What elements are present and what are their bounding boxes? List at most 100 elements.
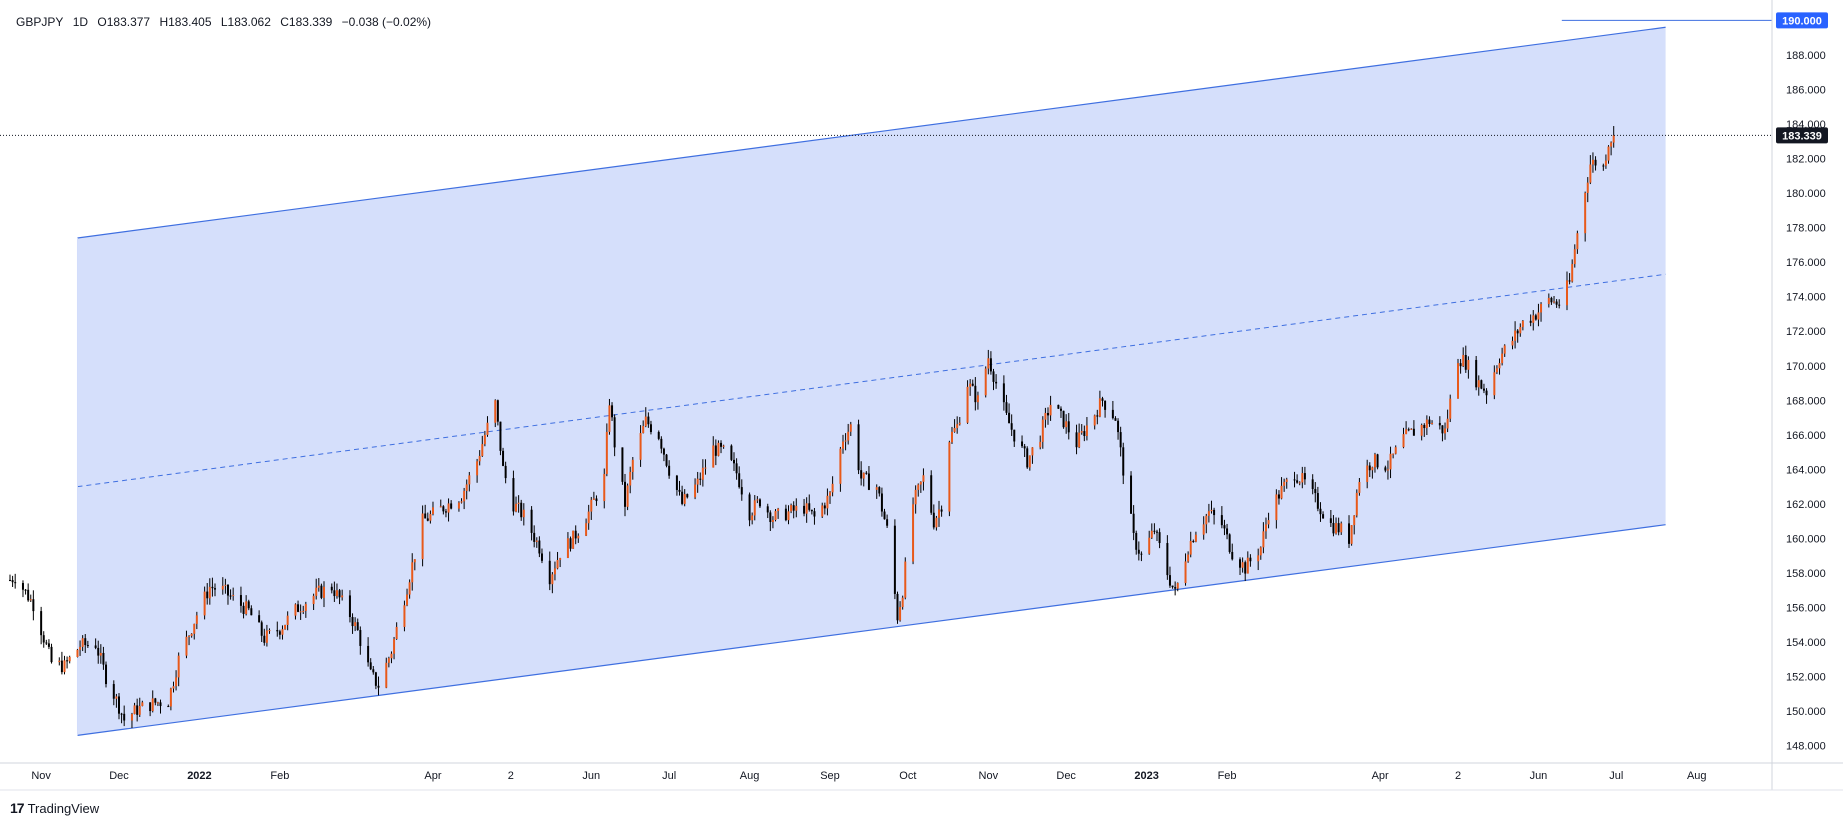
candle [1322, 514, 1325, 519]
candle [1226, 528, 1229, 535]
candle [1213, 509, 1216, 516]
low-value: L183.062 [220, 15, 271, 29]
candle [1612, 135, 1615, 143]
candle [538, 540, 541, 554]
candle [377, 685, 380, 688]
candle [250, 608, 253, 616]
candle [1080, 431, 1083, 433]
candle [717, 442, 720, 456]
candle [483, 434, 486, 445]
candle [1049, 404, 1052, 416]
candle [1174, 587, 1177, 589]
x-tick-label: Aug [740, 770, 760, 782]
candle [1028, 455, 1031, 468]
candle [1511, 340, 1514, 346]
candle [826, 495, 829, 509]
candle [1192, 541, 1195, 543]
close-value: C183.339 [280, 15, 333, 29]
candle [232, 595, 235, 597]
candle [1407, 429, 1410, 431]
candle [823, 505, 826, 509]
candle [969, 383, 972, 387]
candle [1135, 532, 1138, 550]
candle [1410, 428, 1413, 430]
y-tick-label: 160.000 [1786, 533, 1826, 545]
candle [522, 509, 525, 518]
x-tick-label: Jun [1530, 770, 1548, 782]
candle [312, 595, 315, 605]
interval-label[interactable]: 1D [72, 15, 89, 29]
candle [1594, 159, 1597, 166]
candle [1205, 515, 1208, 525]
candle [720, 442, 723, 447]
candle [790, 505, 793, 512]
candle [411, 562, 414, 583]
candle [1267, 520, 1270, 525]
candle [486, 422, 489, 435]
channel-upper-line [77, 26, 1666, 239]
candle [694, 484, 697, 498]
y-tick-label: 180.000 [1786, 188, 1826, 200]
candle [904, 561, 907, 598]
candle [1293, 479, 1296, 481]
candle [769, 512, 772, 523]
candle [605, 431, 608, 475]
candle [369, 662, 372, 670]
candle [901, 597, 904, 608]
candle [190, 633, 193, 636]
candle [1355, 492, 1358, 516]
candle [1477, 380, 1480, 388]
candle [354, 622, 357, 627]
candle [281, 629, 284, 635]
candle [1547, 297, 1550, 305]
candle [1584, 192, 1587, 234]
candle [1085, 425, 1088, 437]
symbol-name[interactable]: GBPJPY [16, 15, 64, 29]
candle [585, 523, 588, 536]
parallel-channel [76, 26, 1666, 736]
candle [457, 502, 460, 509]
candle [849, 424, 852, 432]
candle [60, 660, 63, 673]
candle [1117, 420, 1120, 433]
axes: 148.000 150.000 152.000 154.000 156.000 158.0… [0, 0, 1843, 791]
candle [1067, 421, 1070, 433]
candle [1428, 419, 1431, 425]
candle [245, 601, 248, 614]
y-tick-label: 148.000 [1786, 741, 1826, 753]
candle [1148, 537, 1151, 554]
branding[interactable]: 17 TradingView [10, 800, 99, 816]
candle [1446, 418, 1449, 429]
candle [1244, 562, 1247, 574]
candle [1444, 428, 1447, 434]
candle [1565, 280, 1568, 306]
candle [844, 440, 847, 442]
candle [468, 475, 471, 485]
candle [94, 645, 97, 648]
candle [42, 635, 45, 643]
candle [1021, 441, 1024, 447]
candle [1332, 522, 1335, 534]
candle [808, 503, 811, 510]
x-tick-label: Aug [1687, 770, 1707, 782]
candle [1013, 429, 1016, 442]
candle [211, 586, 214, 589]
candle [1259, 547, 1262, 556]
candle [1394, 447, 1397, 454]
candle [984, 368, 987, 396]
candle [11, 580, 14, 583]
candle [1153, 530, 1156, 532]
candle [613, 417, 616, 448]
candle [592, 498, 595, 500]
candle [1010, 423, 1013, 430]
candle [1316, 493, 1319, 509]
candle [1220, 515, 1223, 526]
candle [356, 622, 359, 631]
price-label-190 [1776, 12, 1828, 29]
candle [966, 386, 969, 423]
candle [751, 515, 754, 521]
candle [1285, 479, 1288, 482]
candle [948, 442, 951, 512]
